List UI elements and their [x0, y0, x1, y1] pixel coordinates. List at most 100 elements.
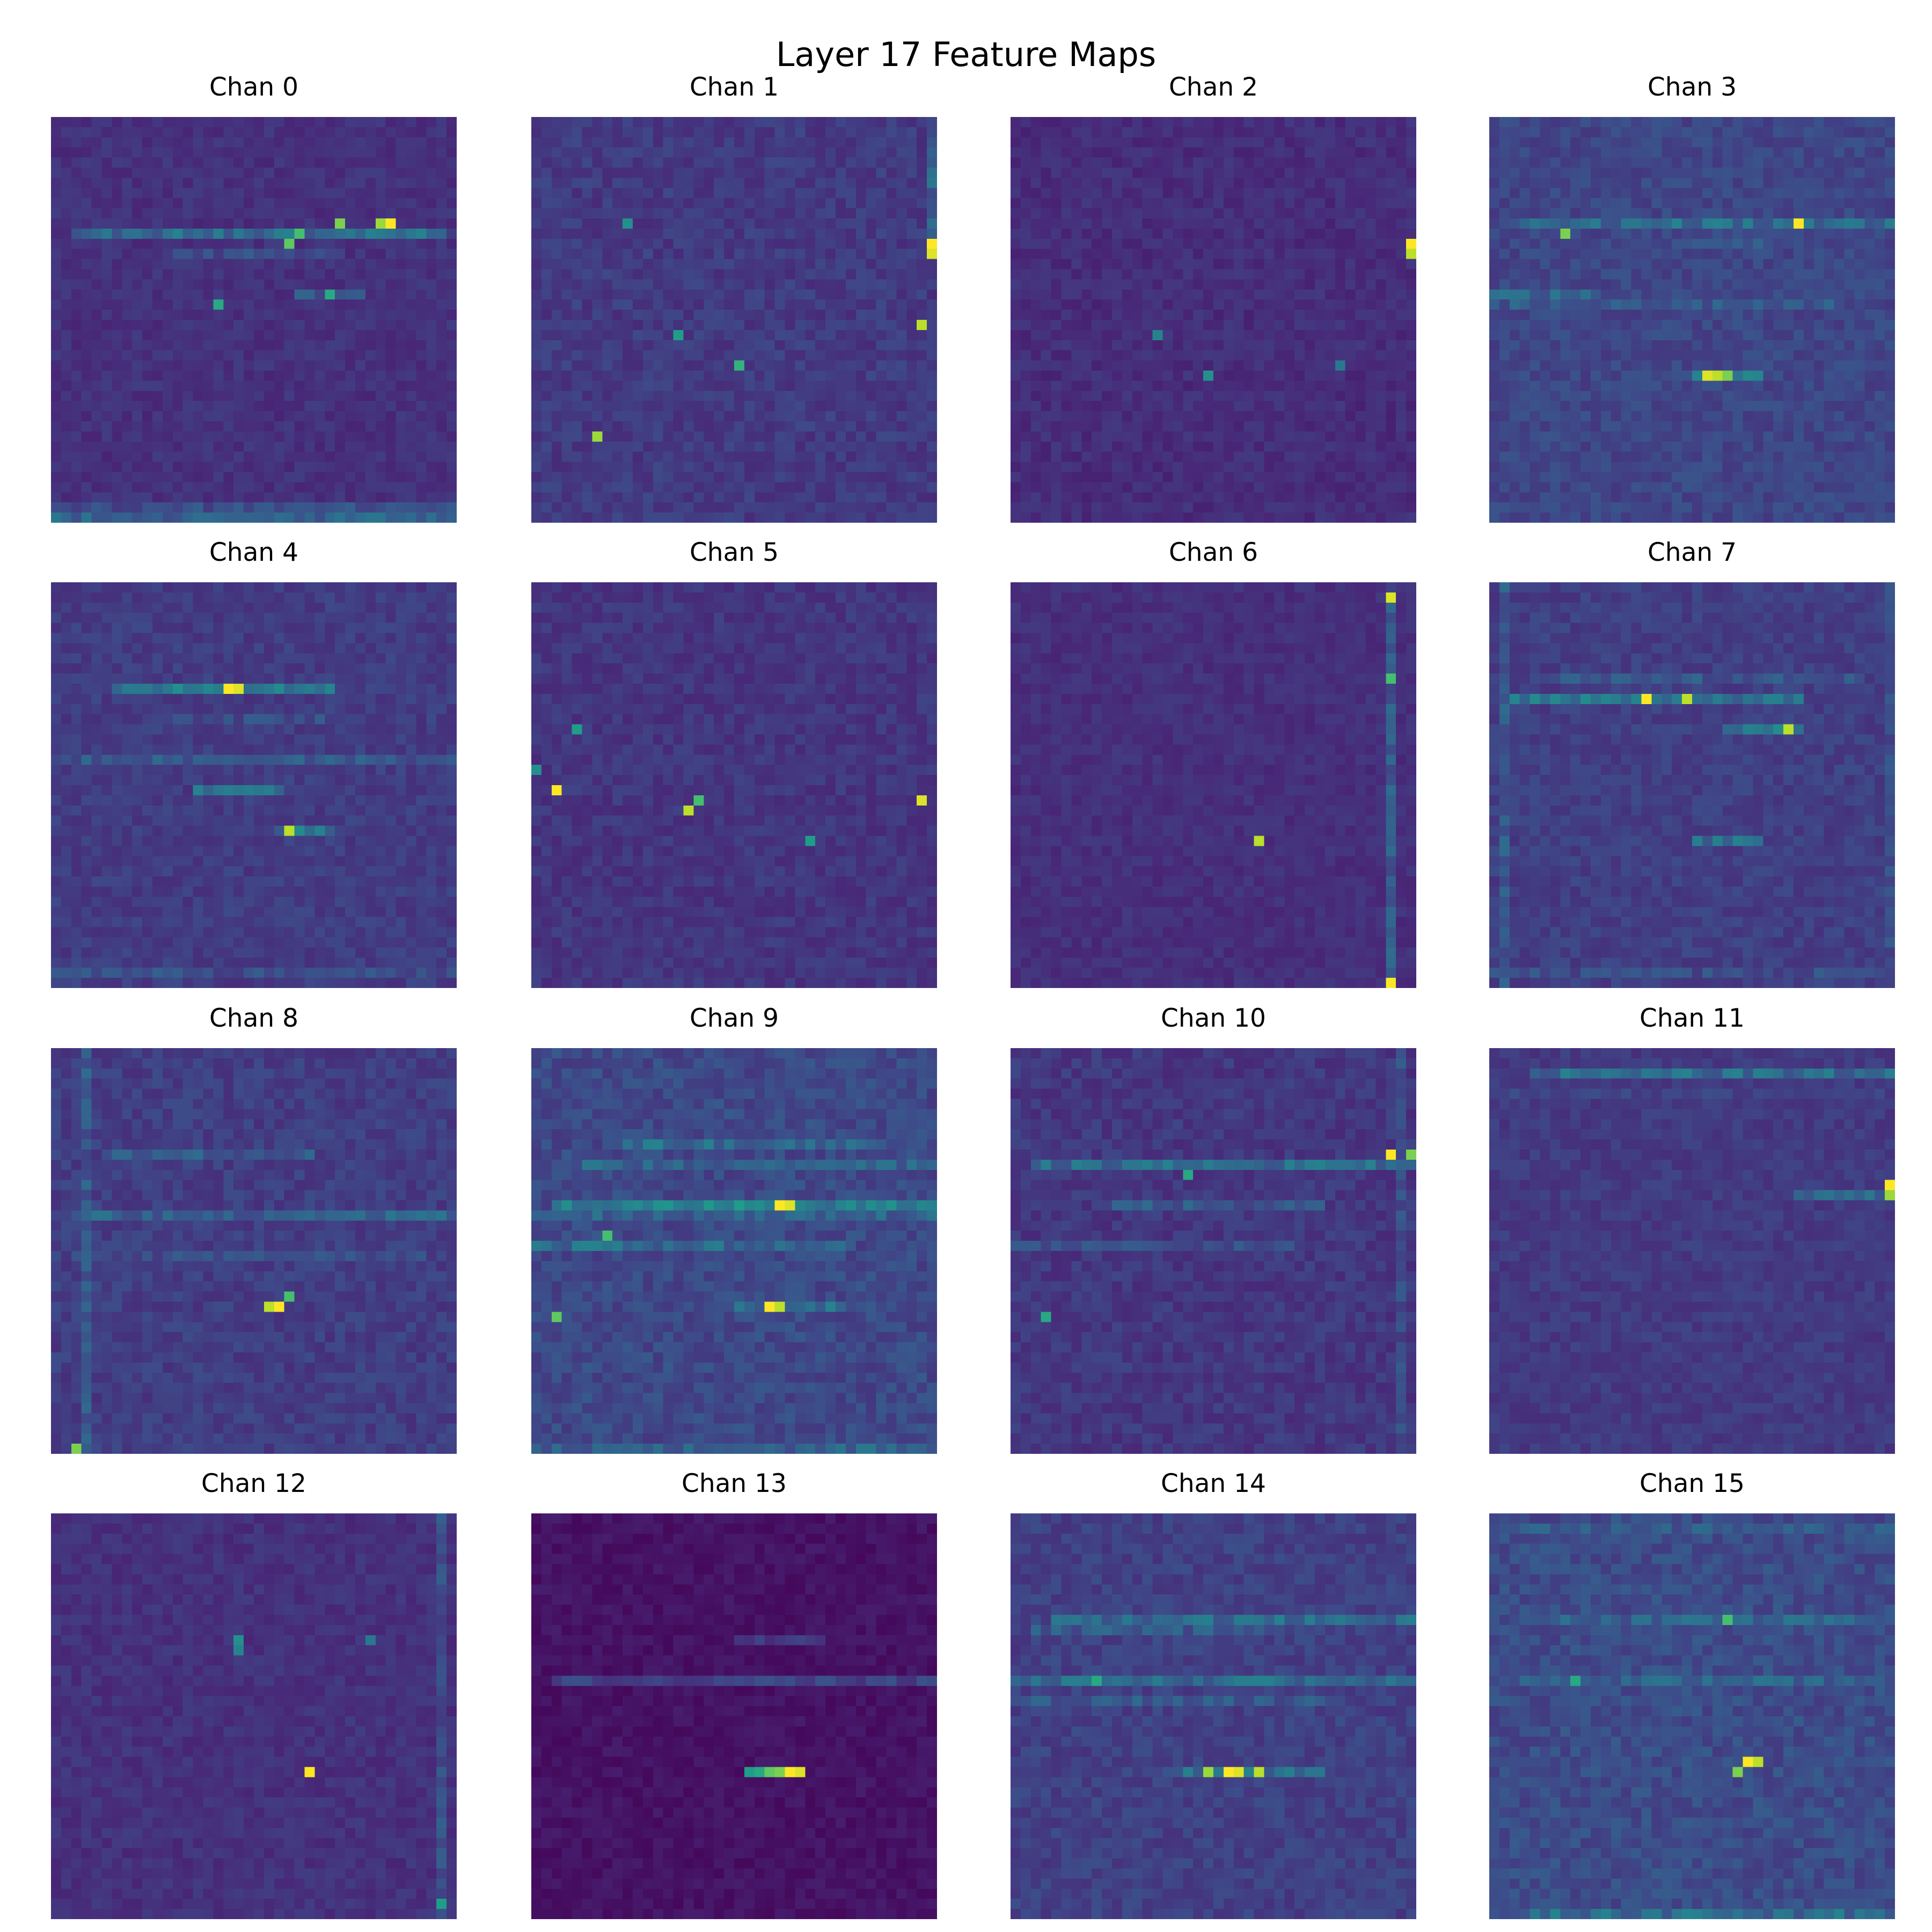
heatmap-cell	[1315, 360, 1326, 371]
heatmap-cell	[612, 502, 623, 513]
heatmap-cell	[284, 350, 295, 361]
heatmap-cell	[254, 259, 265, 269]
heatmap-cell	[122, 421, 133, 432]
heatmap-cell	[1071, 350, 1082, 361]
heatmap-cell	[876, 421, 887, 432]
heatmap-cell	[91, 462, 102, 472]
heatmap-cell	[1020, 269, 1031, 280]
heatmap-cell	[1396, 167, 1407, 178]
heatmap-cell	[1386, 391, 1396, 401]
heatmap-cell	[704, 167, 714, 178]
heatmap-cell	[385, 360, 396, 371]
heatmap-cell	[582, 157, 592, 168]
heatmap-cell	[325, 269, 335, 280]
heatmap-cell	[1132, 208, 1143, 219]
heatmap-cell	[335, 147, 346, 158]
heatmap-cell	[764, 279, 775, 290]
heatmap-cell	[744, 127, 755, 138]
heatmap-cell	[1081, 228, 1092, 239]
heatmap-cell	[1030, 451, 1042, 462]
heatmap-cell	[1345, 370, 1356, 381]
heatmap-cell	[345, 279, 356, 290]
heatmap-cell	[1092, 360, 1102, 371]
heatmap-cell	[673, 320, 684, 331]
heatmap-cell	[264, 482, 275, 493]
heatmap-cell	[1315, 208, 1326, 219]
heatmap-cell	[785, 350, 795, 361]
heatmap-cell	[325, 391, 335, 401]
heatmap-cell	[1763, 137, 1774, 148]
heatmap-cell	[81, 147, 92, 158]
heatmap-cell	[602, 380, 613, 391]
heatmap-cell	[1132, 441, 1143, 452]
heatmap-cell	[734, 198, 745, 209]
heatmap-cell	[71, 238, 82, 250]
heatmap-cell	[1071, 238, 1082, 250]
heatmap-cell	[81, 208, 92, 219]
heatmap-cell	[314, 188, 325, 199]
heatmap-cell	[1213, 117, 1224, 128]
heatmap-cell	[1142, 441, 1153, 452]
heatmap-cell	[734, 370, 745, 381]
heatmap-cell	[1560, 157, 1571, 168]
heatmap-cell	[541, 360, 552, 371]
heatmap-cell	[1162, 137, 1173, 148]
heatmap-cell	[1284, 451, 1295, 462]
heatmap-cell	[1020, 310, 1031, 320]
heatmap-cell	[623, 147, 633, 158]
heatmap-cell	[561, 228, 572, 239]
heatmap-cell	[572, 431, 582, 442]
heatmap-cell	[1294, 208, 1305, 219]
heatmap-cell	[572, 411, 582, 422]
heatmap-cell	[805, 401, 816, 412]
heatmap-cell	[815, 289, 826, 300]
heatmap-cell	[203, 248, 214, 259]
heatmap-cell	[642, 299, 654, 310]
heatmap-cell	[122, 259, 133, 269]
heatmap-cell	[1011, 137, 1021, 148]
heatmap-cell	[927, 462, 937, 472]
heatmap-cell	[1041, 513, 1051, 523]
heatmap-cell	[744, 228, 755, 239]
heatmap-cell	[1386, 431, 1396, 442]
heatmap-cell	[845, 340, 857, 351]
heatmap-cell	[1132, 238, 1143, 250]
heatmap-cell	[71, 421, 82, 432]
heatmap-cell	[714, 147, 724, 158]
heatmap-cell	[633, 259, 643, 269]
heatmap-cell	[1315, 462, 1326, 472]
heatmap-cell	[1213, 238, 1224, 250]
heatmap-cell	[704, 178, 714, 188]
heatmap-cell	[1315, 370, 1326, 381]
heatmap-cell	[1102, 401, 1113, 412]
heatmap-cell	[1193, 421, 1204, 432]
heatmap-cell	[744, 248, 755, 259]
heatmap-cell	[1264, 198, 1275, 209]
heatmap-cell	[426, 492, 437, 503]
heatmap-cell	[365, 391, 376, 401]
heatmap-cell	[1233, 147, 1245, 158]
heatmap-cell	[1294, 482, 1305, 493]
heatmap-cell	[1406, 350, 1416, 361]
heatmap-cell	[355, 502, 366, 513]
heatmap-cell	[182, 472, 193, 482]
heatmap-cell	[112, 340, 122, 351]
heatmap-cell	[1061, 451, 1072, 462]
heatmap-cell	[122, 492, 133, 503]
heatmap-cell	[886, 502, 897, 513]
heatmap-cell	[1324, 147, 1336, 158]
heatmap-cell	[774, 421, 785, 432]
heatmap-cell	[1233, 228, 1245, 239]
heatmap-cell	[1274, 289, 1285, 300]
heatmap-cell	[1284, 502, 1295, 513]
heatmap-cell	[673, 370, 684, 381]
heatmap-cell	[365, 340, 376, 351]
heatmap-cell	[805, 411, 816, 422]
heatmap-cell	[1324, 117, 1336, 128]
heatmap-cell	[886, 401, 897, 412]
heatmap-cell	[1142, 350, 1153, 361]
heatmap-cell	[815, 178, 826, 188]
heatmap-cell	[1324, 320, 1336, 331]
heatmap-cell	[734, 441, 745, 452]
heatmap-cell	[764, 462, 775, 472]
